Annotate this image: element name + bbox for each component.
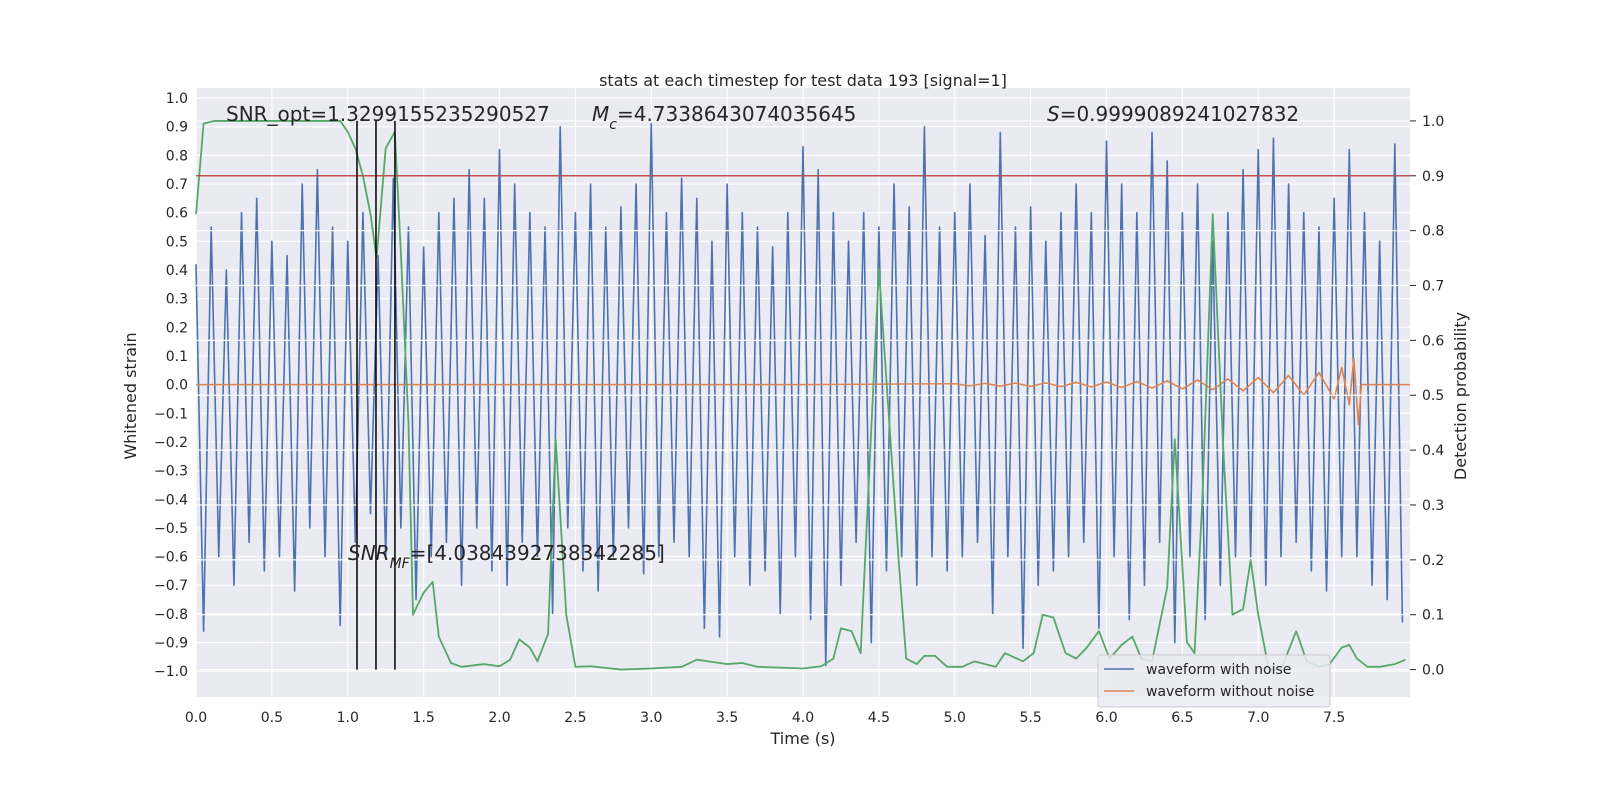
y-tick-label: −1.0 bbox=[154, 664, 188, 680]
legend-label: waveform without noise bbox=[1146, 684, 1314, 700]
y-tick-label: −0.5 bbox=[154, 521, 188, 537]
legend: waveform with noise waveform without nois… bbox=[1097, 654, 1331, 708]
x-tick-label: 1.5 bbox=[412, 710, 434, 726]
x-tick-label: 2.5 bbox=[564, 710, 586, 726]
annotation: Mc=4.7338643074035645 bbox=[592, 102, 856, 133]
x-tick-label: 3.0 bbox=[640, 710, 662, 726]
grid-right bbox=[196, 120, 1410, 671]
x-tick-label: 7.0 bbox=[1247, 710, 1269, 726]
annotation-subscript: c bbox=[609, 117, 617, 133]
y2-tick-label: 0.5 bbox=[1422, 388, 1444, 404]
y-tick-label: −0.1 bbox=[154, 406, 188, 422]
y2-tick-label: 1.0 bbox=[1422, 114, 1444, 130]
x-tick-label: 4.0 bbox=[792, 710, 814, 726]
y-tick-label: 0.8 bbox=[166, 148, 188, 164]
y-tick-label: −0.3 bbox=[154, 464, 188, 480]
y-tick-label: 0.1 bbox=[166, 349, 188, 365]
y-axis-label: Whitened strain bbox=[121, 332, 140, 459]
y2-tick-label: 0.0 bbox=[1422, 663, 1444, 679]
right-axis-data bbox=[195, 120, 1410, 671]
legend-box bbox=[1097, 654, 1331, 708]
y2-tick-label: 0.2 bbox=[1422, 553, 1444, 569]
series-line bbox=[195, 123, 1404, 667]
y2-tick-label: 0.3 bbox=[1422, 498, 1444, 514]
y-tick-label: 0.0 bbox=[166, 378, 188, 394]
y2-tick-label: 0.9 bbox=[1422, 169, 1444, 185]
x-tick-label: 6.5 bbox=[1171, 710, 1193, 726]
x-tick-label: 0.5 bbox=[261, 710, 283, 726]
y2-axis-label: Detection probability bbox=[1451, 312, 1470, 480]
y-tick-label: −0.7 bbox=[154, 578, 188, 594]
annotation: SNR_opt=1.3299155235290527 bbox=[226, 102, 550, 126]
series-line bbox=[196, 358, 1410, 426]
x-axis-label: Time (s) bbox=[769, 729, 835, 748]
y2-tick-label: 0.7 bbox=[1422, 279, 1444, 295]
x-tick-label: 5.5 bbox=[1019, 710, 1041, 726]
series-line bbox=[195, 120, 1406, 671]
annotation-text: =[4.0384392738342285] bbox=[410, 541, 665, 565]
y2-tick-label: 0.4 bbox=[1422, 443, 1444, 459]
y-tick-label: 0.2 bbox=[166, 320, 188, 336]
y-tick-label: 0.9 bbox=[166, 120, 188, 136]
x-tick-label: 5.0 bbox=[944, 710, 966, 726]
left-axis-data bbox=[195, 123, 1410, 667]
y2-tick-label: 0.1 bbox=[1422, 608, 1444, 624]
x-tick-label: 0.0 bbox=[185, 710, 207, 726]
chart-title: stats at each timestep for test data 193… bbox=[599, 71, 1007, 90]
x-tick-label: 7.5 bbox=[1323, 710, 1345, 726]
y-tick-label: −0.2 bbox=[154, 435, 188, 451]
y2-tick-label: 0.6 bbox=[1422, 333, 1444, 349]
x-tick-label: 4.5 bbox=[868, 710, 890, 726]
y-tick-label: −0.9 bbox=[154, 636, 188, 652]
y-tick-label: 0.5 bbox=[166, 234, 188, 250]
y-tick-label: −0.6 bbox=[154, 550, 188, 566]
annotation-text: =4.7338643074035645 bbox=[617, 102, 856, 126]
y2-tick-label: 0.8 bbox=[1422, 224, 1444, 240]
y-tick-label: 0.3 bbox=[166, 292, 188, 308]
y-tick-label: 0.7 bbox=[166, 177, 188, 193]
y-tick-label: 0.6 bbox=[166, 206, 188, 222]
annotation-text: =0.9999089241027832 bbox=[1060, 102, 1299, 126]
x-tick-label: 6.0 bbox=[1095, 710, 1117, 726]
y-tick-label: 0.4 bbox=[166, 263, 188, 279]
annotation-subscript: MF bbox=[390, 556, 411, 572]
annotation-symbol: M bbox=[592, 102, 609, 126]
annotation-symbol: S bbox=[1047, 102, 1060, 126]
y-tick-label: −0.8 bbox=[154, 607, 188, 623]
annotation: SNRMF=[4.0384392738342285] bbox=[348, 541, 665, 572]
labels: 0.0 0.5 1.0 1.5 2.0 2.5 3.0 3.5 4.0 4.5 5.0 5.5 6.0 6… bbox=[154, 91, 1444, 726]
x-tick-label: 2.0 bbox=[488, 710, 510, 726]
annotation: S=0.9999089241027832 bbox=[1047, 102, 1299, 126]
x-tick-label: 1.0 bbox=[337, 710, 359, 726]
y-tick-label: −0.4 bbox=[154, 492, 188, 508]
y-tick-label: 1.0 bbox=[166, 91, 188, 107]
annotation-symbol: SNR bbox=[348, 541, 390, 565]
x-tick-label: 3.5 bbox=[716, 710, 738, 726]
legend-label: waveform with noise bbox=[1146, 662, 1291, 678]
